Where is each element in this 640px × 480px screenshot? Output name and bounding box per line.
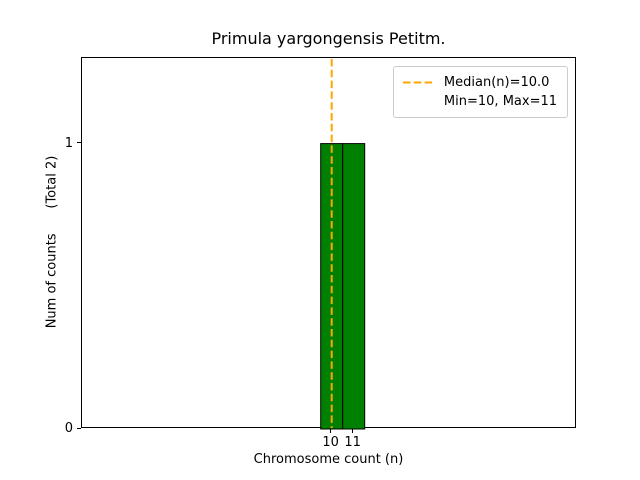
y-tick-label: 1 [64,135,73,151]
y-tick-mark [77,142,81,144]
chart-title: Primula yargongensis Petitm. [211,29,446,48]
median-line-legend-swatch [402,80,435,85]
plot-canvas [320,59,366,430]
legend-entry-median: Median(n)=10.0 [402,73,557,92]
x-tick-label: 11 [344,435,361,450]
legend-entry-minmax: Min=10, Max=11 [403,92,557,111]
x-tick-mark [352,429,354,433]
x-tick-mark [330,429,332,433]
x-tick-label: 10 [322,435,339,450]
legend-label-minmax: Min=10, Max=11 [443,94,557,109]
y-tick-label: 0 [64,421,73,436]
y-tick-mark [77,427,81,429]
x-axis-label: Chromosome count (n) [253,452,404,467]
plot-area: Median(n)=10.0 Min=10, Max=11 [81,57,576,430]
legend-label-median: Median(n)=10.0 [443,75,550,90]
y-axis-label: Num of counts (Total 2) [44,155,60,329]
histogram-bar [342,143,366,430]
legend: Median(n)=10.0 Min=10, Max=11 [392,66,568,118]
